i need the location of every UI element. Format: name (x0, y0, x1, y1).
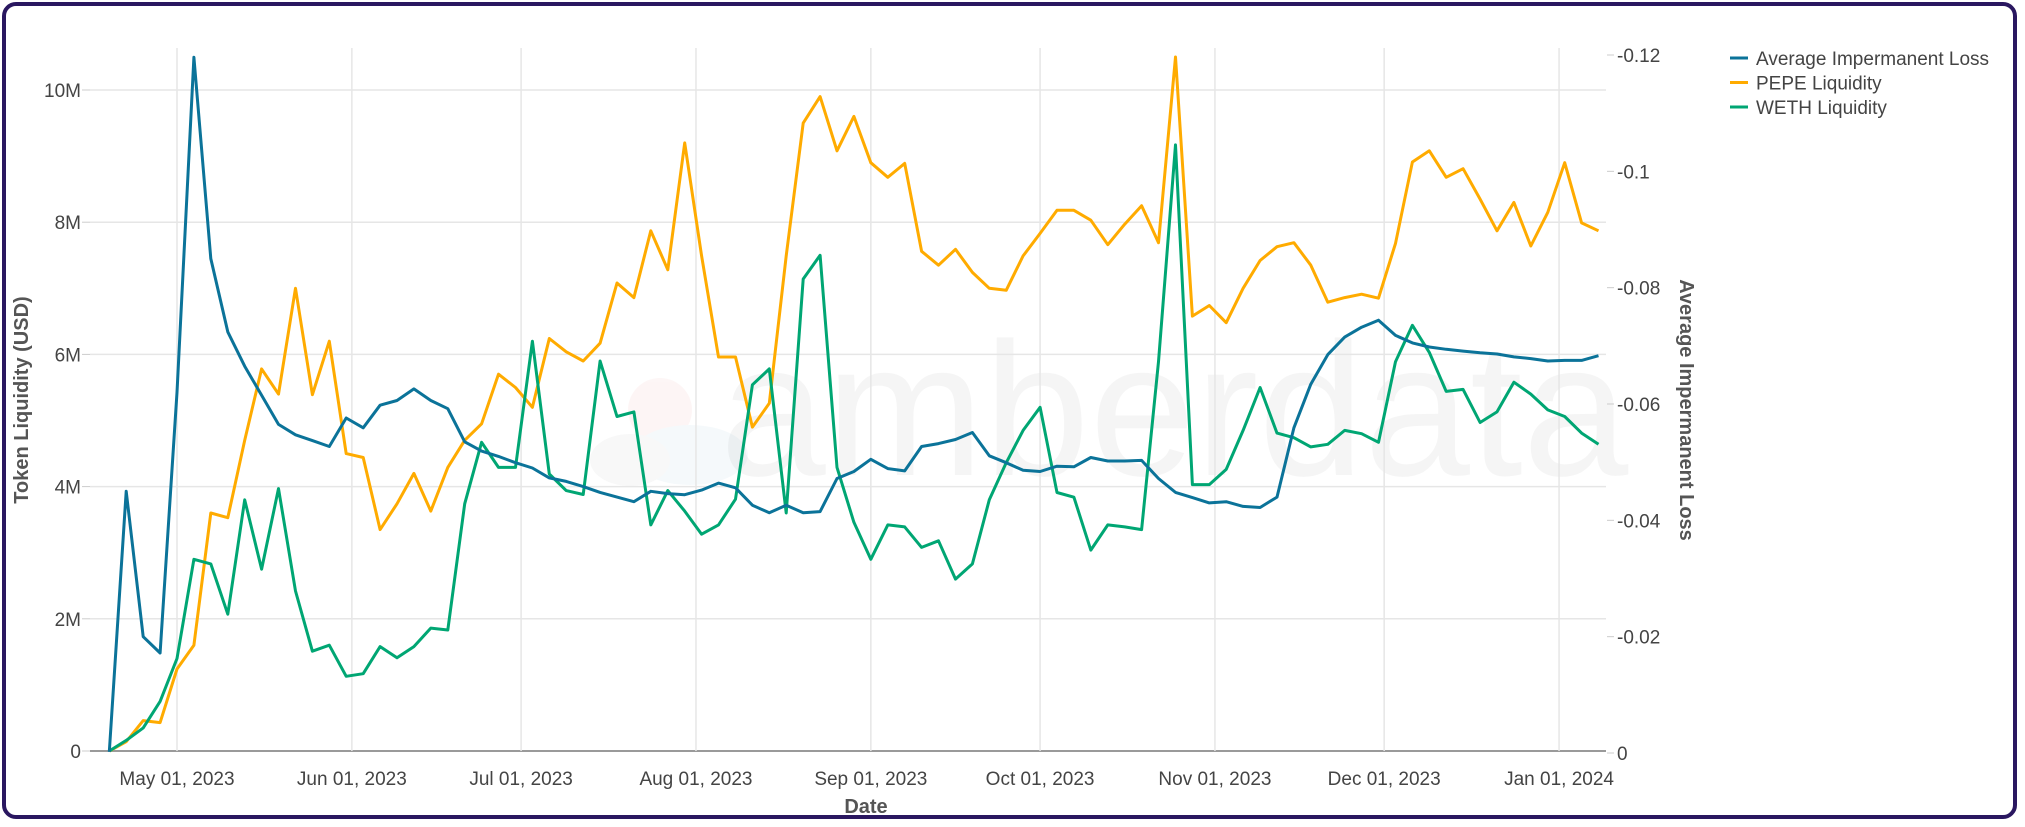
y2-tick-label: -0.1 (1617, 162, 1650, 183)
series-line-weth-liquidity (108, 143, 1600, 753)
x-tick-label: Aug 01, 2023 (639, 769, 752, 790)
x-tick-label: Sep 01, 2023 (814, 769, 927, 790)
legend-item[interactable]: PEPE Liquidity (1730, 74, 1882, 95)
y2-tick-label: 0 (1617, 744, 1628, 765)
y2-axis-title: Average Impermanent Loss (1675, 279, 1697, 541)
x-tick-label: Jun 01, 2023 (297, 769, 407, 790)
amberdata-logo (590, 378, 748, 486)
y-axis-title: Token Liquidity (USD) (11, 296, 33, 503)
series-line-average-impermanent-loss (107, 55, 1599, 752)
x-axis-title: Date (844, 796, 887, 818)
y2-tick-label: -0.12 (1617, 46, 1660, 67)
legend: Average Impermanent Loss PEPE Liquidity WE… (1730, 49, 1989, 119)
x-tick-label: Jan 01, 2024 (1504, 769, 1614, 790)
legend-item[interactable]: Average Impermanent Loss (1730, 49, 1989, 70)
x-tick-label: Oct 01, 2023 (986, 769, 1095, 790)
axes: 0 2M 4M 6M 8M 10M May 01, 2023 Jun 01, 2023 Jul … (44, 46, 1661, 790)
x-tick-label: Nov 01, 2023 (1158, 769, 1271, 790)
series-line-pepe-liquidity (108, 55, 1600, 753)
x-tick-label: Dec 01, 2023 (1328, 769, 1441, 790)
x-tick-label: Jul 01, 2023 (469, 769, 573, 790)
y-tick-label: 4M (55, 478, 81, 499)
legend-label: PEPE Liquidity (1756, 74, 1882, 95)
y-tick-label: 6M (55, 345, 81, 366)
x-tick-label: May 01, 2023 (119, 769, 234, 790)
amberdata-watermark: amberdata (590, 304, 1629, 516)
y-tick-label: 10M (44, 81, 81, 102)
y2-tick-label: -0.06 (1617, 395, 1660, 416)
y2-tick-label: -0.08 (1617, 279, 1660, 300)
grid (90, 48, 1606, 752)
legend-item[interactable]: WETH Liquidity (1730, 98, 1887, 119)
y-tick-label: 2M (55, 610, 81, 631)
legend-label: WETH Liquidity (1756, 98, 1887, 119)
y-tick-label: 0 (70, 742, 81, 763)
y-tick-label: 8M (55, 213, 81, 234)
series-lines (107, 55, 1600, 753)
y2-tick-label: -0.02 (1617, 628, 1660, 649)
y2-tick-label: -0.04 (1617, 511, 1661, 532)
legend-label: Average Impermanent Loss (1756, 49, 1989, 70)
watermark-text: amberdata (720, 304, 1629, 516)
